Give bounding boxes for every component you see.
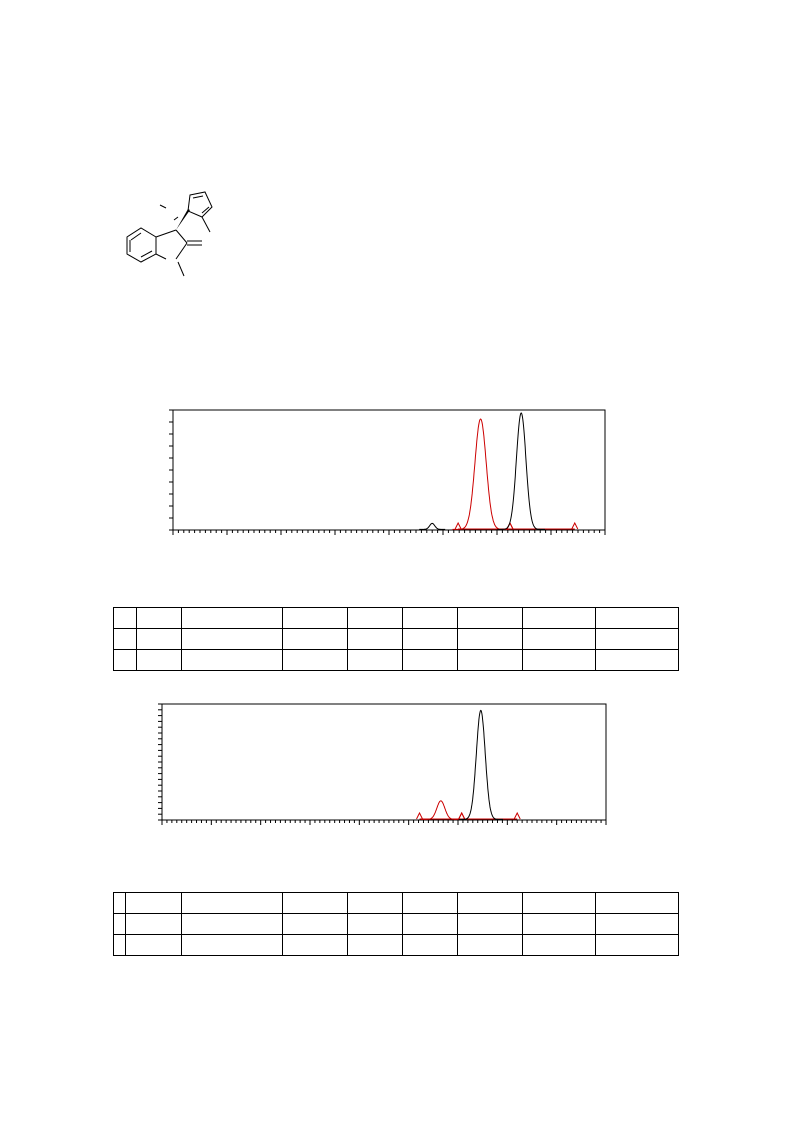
table-cell [457,934,523,956]
table-cell [457,607,523,629]
table-cell [347,607,403,629]
peak-trace [458,709,503,820]
table-cell [125,892,182,914]
plot-frame [172,409,606,531]
table-cell [347,913,403,935]
table-cell [347,649,403,671]
table-cell [136,607,182,629]
table-cell [282,934,348,956]
table-cell [595,892,679,914]
table-cell [347,628,403,650]
table-cell [113,649,137,671]
table-cell [595,913,679,935]
table-cell [522,913,596,935]
table-cell [113,934,126,956]
peak-table-1 [113,607,679,671]
table-cell [522,934,596,956]
table-cell [402,913,458,935]
table-row [113,607,679,629]
table-cell [181,649,283,671]
peak-trace [419,522,446,530]
table-cell [522,628,596,650]
table-cell [595,649,679,671]
table-cell [125,934,182,956]
table-cell [522,892,596,914]
table-cell [113,628,137,650]
table-cell [595,607,679,629]
table-cell [181,934,283,956]
table-cell [113,913,126,935]
peak-trace [420,800,461,820]
table-cell [181,892,283,914]
table-cell [457,892,523,914]
table-cell [402,934,458,956]
table-cell [457,913,523,935]
table-cell [522,607,596,629]
table-cell [402,892,458,914]
baseline-marker [416,811,423,820]
table-cell [136,628,182,650]
table-cell [136,649,182,671]
table-cell [282,892,348,914]
table-cell [402,649,458,671]
peak-trace [452,418,509,530]
baseline-marker [454,521,462,530]
table-cell [347,934,403,956]
table-row [113,892,679,914]
table-row [113,628,679,650]
plot-frame [161,703,607,821]
table-cell [457,649,523,671]
table-cell [113,607,137,629]
table-cell [457,628,523,650]
table-cell [181,628,283,650]
table-cell [282,649,348,671]
baseline-marker [571,521,579,530]
table-cell [595,628,679,650]
table-cell [522,649,596,671]
table-row [113,913,679,935]
chromatogram-2 [158,703,607,825]
table-cell [113,892,126,914]
table-cell [402,628,458,650]
molecule-structure-icon [126,191,213,277]
table-cell [282,913,348,935]
peak-trace [497,412,545,530]
table-row [113,649,679,671]
table-cell [282,628,348,650]
chromatogram-1 [169,409,606,535]
table-cell [282,607,348,629]
table-cell [347,892,403,914]
baseline-marker [513,811,521,820]
table-cell [181,913,283,935]
table-cell [181,607,283,629]
peak-table-2 [113,892,679,956]
table-cell [402,607,458,629]
table-row [113,934,679,956]
table-cell [125,913,182,935]
table-cell [595,934,679,956]
baseline-marker [458,811,466,820]
